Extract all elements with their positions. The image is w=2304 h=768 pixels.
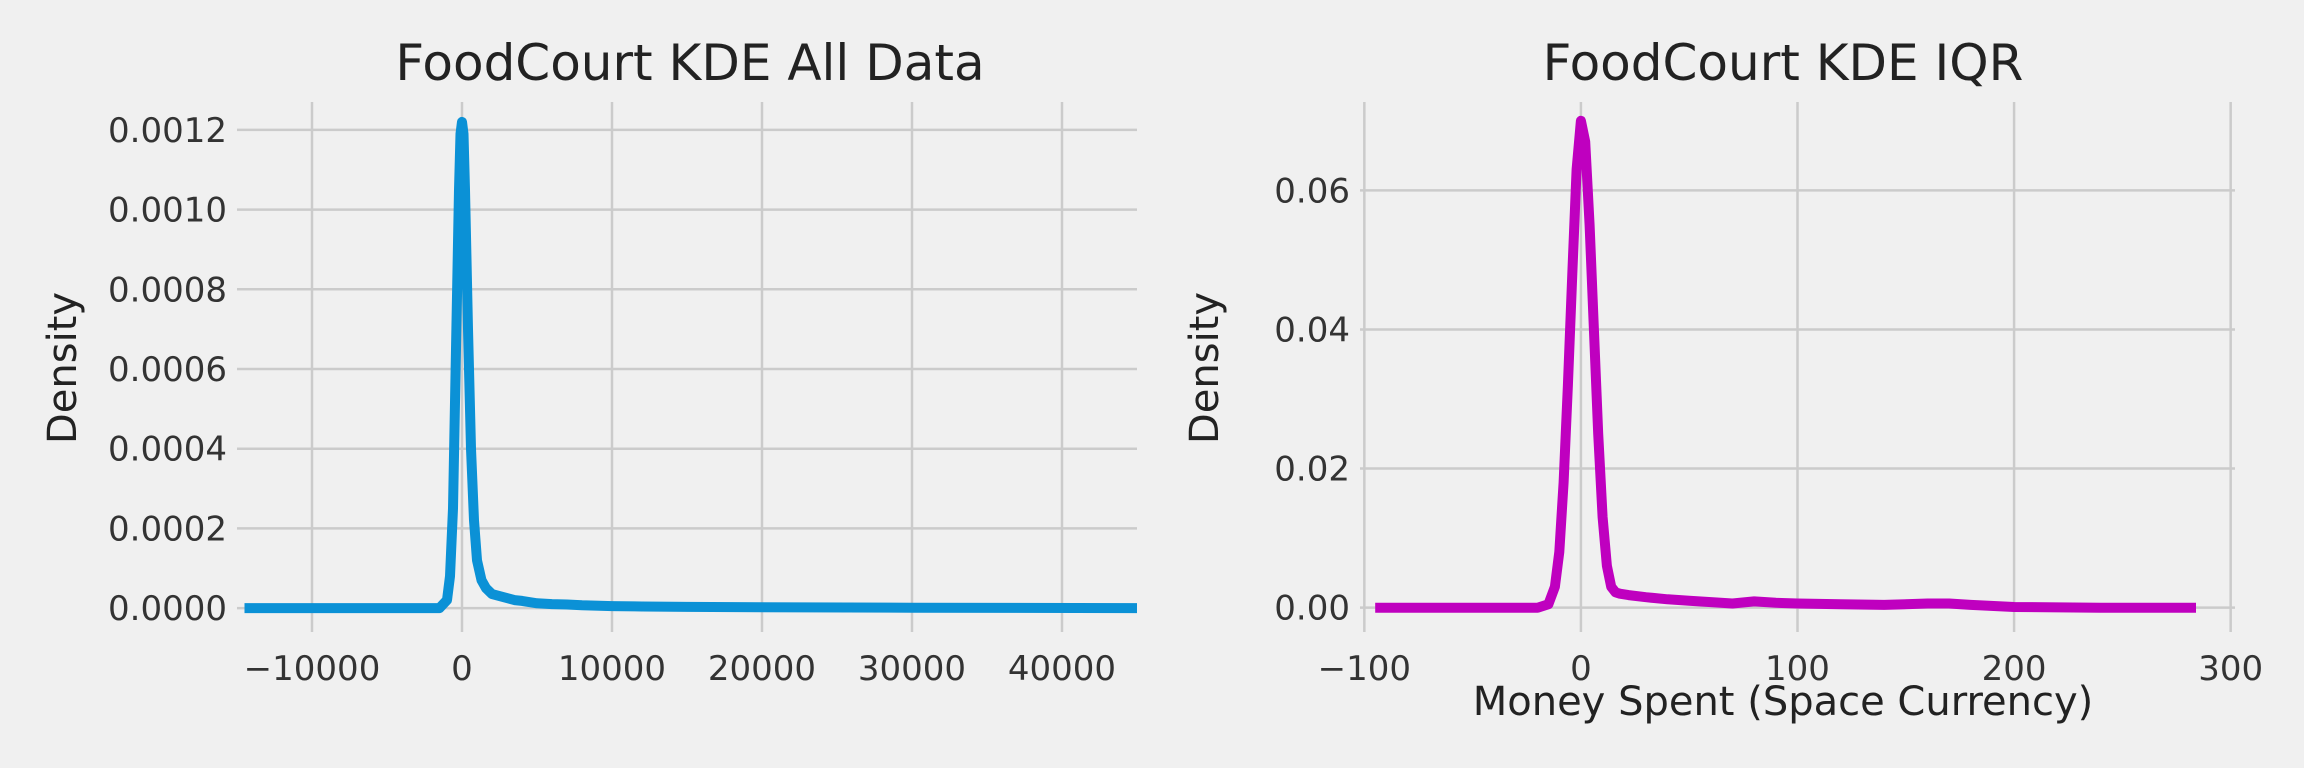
x-tick-labels: −100 0 100 200 300 xyxy=(1318,649,2263,689)
x-tick-label: 30000 xyxy=(858,649,966,689)
y-tick-label: 0.00 xyxy=(1274,589,1350,629)
x-tick-labels: −10000 0 10000 20000 30000 40000 xyxy=(244,649,1116,689)
x-tick-label: −100 xyxy=(1318,649,1411,689)
y-tick-label: 0.02 xyxy=(1274,450,1350,490)
y-tick-labels: 0.0000 0.0002 0.0004 0.0006 0.0008 0.0010 0.00… xyxy=(108,111,227,629)
kde-line xyxy=(244,116,1138,614)
chart-panel-iqr: 0.00 0.02 0.04 0.06 −100 0 100 200 300 FoodCour… xyxy=(1182,34,2263,725)
x-tick-label: 10000 xyxy=(558,649,666,689)
y-tick-label: 0.0006 xyxy=(108,350,227,390)
x-tick-label: 0 xyxy=(451,649,473,689)
y-tick-label: 0.0010 xyxy=(108,191,227,231)
y-axis-label: Density xyxy=(40,292,86,444)
y-tick-label: 0.04 xyxy=(1274,310,1350,350)
y-tick-labels: 0.00 0.02 0.04 0.06 xyxy=(1274,171,1350,628)
y-tick-label: 0.0012 xyxy=(108,111,227,151)
x-tick-label: 300 xyxy=(2198,649,2263,689)
chart-title: FoodCourt KDE All Data xyxy=(395,34,984,92)
x-tick-label: 100 xyxy=(1765,649,1830,689)
x-tick-label: 200 xyxy=(1982,649,2047,689)
chart-title: FoodCourt KDE IQR xyxy=(1543,34,2024,92)
y-tick-label: 0.0008 xyxy=(108,270,227,310)
chart-panel-all-data: 0.0000 0.0002 0.0004 0.0006 0.0008 0.0010 0.00… xyxy=(40,34,1138,689)
series-layer xyxy=(244,116,1138,614)
y-tick-label: 0.0000 xyxy=(108,589,227,629)
series-layer xyxy=(1375,115,2196,613)
y-tick-label: 0.0002 xyxy=(108,509,227,549)
x-tick-label: −10000 xyxy=(244,649,381,689)
x-tick-label: 40000 xyxy=(1008,649,1116,689)
y-tick-label: 0.0004 xyxy=(108,430,227,470)
y-tick-label: 0.06 xyxy=(1274,171,1350,211)
x-tick-label: 20000 xyxy=(708,649,816,689)
x-tick-label: 0 xyxy=(1570,649,1592,689)
y-axis-label: Density xyxy=(1182,292,1228,444)
kde-line xyxy=(1375,115,2196,613)
x-axis-label: Money Spent (Space Currency) xyxy=(1473,679,2094,725)
